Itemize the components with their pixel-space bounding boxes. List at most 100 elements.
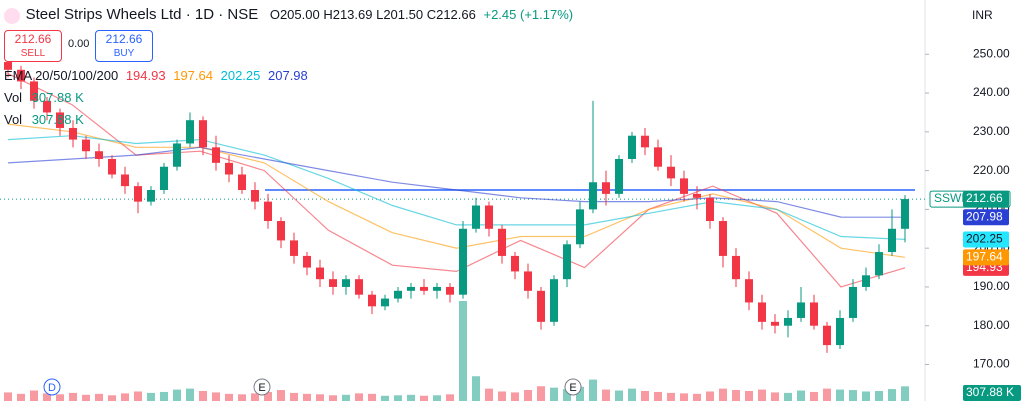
candle-body bbox=[537, 290, 545, 322]
volume-bar bbox=[69, 392, 77, 401]
price-tag-label: 212.66 bbox=[966, 191, 1003, 205]
volume-bar bbox=[225, 393, 233, 401]
buy-price: 212.66 bbox=[105, 32, 143, 46]
volume-bar bbox=[420, 395, 428, 401]
vol-name: Vol bbox=[4, 90, 23, 105]
candle-body bbox=[797, 302, 805, 318]
candle-body bbox=[134, 186, 142, 202]
ema-line bbox=[7, 73, 906, 288]
volume-bar bbox=[446, 394, 454, 401]
candle-body bbox=[264, 201, 272, 222]
candle-body bbox=[407, 286, 415, 291]
candle-body bbox=[303, 255, 311, 268]
candle-body bbox=[836, 317, 844, 346]
volume-bar bbox=[875, 391, 883, 401]
indicator-name: EMA 20/50/100/200 bbox=[4, 68, 119, 83]
sell-label: SELL bbox=[20, 48, 46, 59]
candle-body bbox=[30, 81, 38, 101]
price-tag bbox=[963, 191, 1009, 208]
volume-bar bbox=[30, 390, 38, 401]
candle-body bbox=[563, 244, 571, 280]
candle-body bbox=[680, 178, 688, 194]
volume-bar bbox=[498, 391, 506, 401]
volume-bar bbox=[4, 392, 12, 401]
volume-bar bbox=[693, 393, 701, 401]
candle-body bbox=[472, 205, 480, 229]
event-marker bbox=[253, 378, 271, 396]
candle-body bbox=[706, 197, 714, 222]
candle-body bbox=[225, 162, 233, 175]
volume-bar bbox=[654, 391, 662, 401]
candle-body bbox=[875, 252, 883, 276]
candle-body bbox=[745, 279, 753, 303]
volume-bar bbox=[719, 388, 727, 401]
volume-bar bbox=[160, 391, 168, 401]
event-label: E bbox=[258, 382, 265, 394]
volume-bar bbox=[771, 392, 779, 401]
volume-bar bbox=[121, 393, 129, 401]
volume-bar bbox=[758, 389, 766, 401]
volume-bar bbox=[459, 301, 467, 401]
candle-body bbox=[589, 182, 597, 210]
event-label: E bbox=[569, 382, 576, 394]
ema-value: 194.93 bbox=[125, 68, 166, 83]
candle-body bbox=[121, 174, 129, 187]
candle-body bbox=[901, 199, 909, 229]
volume-bar bbox=[56, 394, 64, 401]
candle-body bbox=[446, 286, 454, 295]
ema-value: 197.64 bbox=[173, 68, 213, 83]
y-tick-label: 180.00 bbox=[973, 318, 1010, 332]
y-tick-label: 240.00 bbox=[973, 85, 1010, 99]
volume-bar bbox=[212, 392, 220, 401]
currency[interactable]: INR bbox=[972, 8, 993, 22]
vol-value: 307.88 K bbox=[31, 90, 84, 105]
candle-body bbox=[277, 221, 285, 241]
candle-body bbox=[56, 112, 64, 128]
candle-body bbox=[524, 271, 532, 291]
sell-button[interactable]: 212.66 SELL bbox=[4, 30, 62, 62]
volume-bar bbox=[472, 376, 480, 401]
sell-price: 212.66 bbox=[14, 32, 52, 46]
candle-body bbox=[654, 147, 662, 167]
price-tag-label: 202.25 bbox=[966, 232, 1003, 246]
candle-body bbox=[433, 286, 441, 291]
volume-bar bbox=[511, 392, 519, 401]
volume-bar bbox=[147, 392, 155, 401]
volume-bar bbox=[745, 391, 753, 401]
y-tick-label: 170.00 bbox=[973, 357, 1010, 371]
volume-bar bbox=[82, 394, 90, 401]
vol-name: Vol bbox=[4, 112, 23, 127]
event-marker bbox=[43, 378, 61, 396]
volume-bar bbox=[537, 386, 545, 401]
volume-bar bbox=[433, 395, 441, 401]
volume-bar bbox=[732, 390, 740, 401]
ema-value: 207.98 bbox=[268, 68, 308, 83]
candle-body bbox=[849, 286, 857, 318]
volume-bar bbox=[706, 391, 714, 401]
candle-body bbox=[160, 166, 168, 190]
volume-bar bbox=[615, 390, 623, 401]
volume-bar bbox=[108, 395, 116, 401]
volume-bar bbox=[563, 389, 571, 401]
candle-body bbox=[238, 174, 246, 190]
ema-line bbox=[7, 135, 906, 240]
buy-button[interactable]: 212.66 BUY bbox=[95, 30, 153, 62]
candle-body bbox=[108, 158, 116, 175]
candle-body bbox=[511, 255, 519, 272]
spread: 0.00 bbox=[68, 38, 90, 50]
symbol-label: SSWL bbox=[934, 191, 968, 205]
candle-body bbox=[316, 267, 324, 280]
candle-body bbox=[251, 190, 259, 202]
volume-bar bbox=[329, 395, 337, 401]
candle-body bbox=[498, 228, 506, 256]
price-tag-label: 197.64 bbox=[966, 249, 1003, 263]
candle-body bbox=[147, 190, 155, 202]
volume-bar bbox=[667, 392, 675, 401]
candle-body bbox=[186, 120, 194, 144]
candle-body bbox=[199, 120, 207, 148]
candle-body bbox=[290, 240, 298, 256]
vol-value: 307.88 K bbox=[31, 112, 84, 127]
buy-label: BUY bbox=[113, 48, 135, 59]
